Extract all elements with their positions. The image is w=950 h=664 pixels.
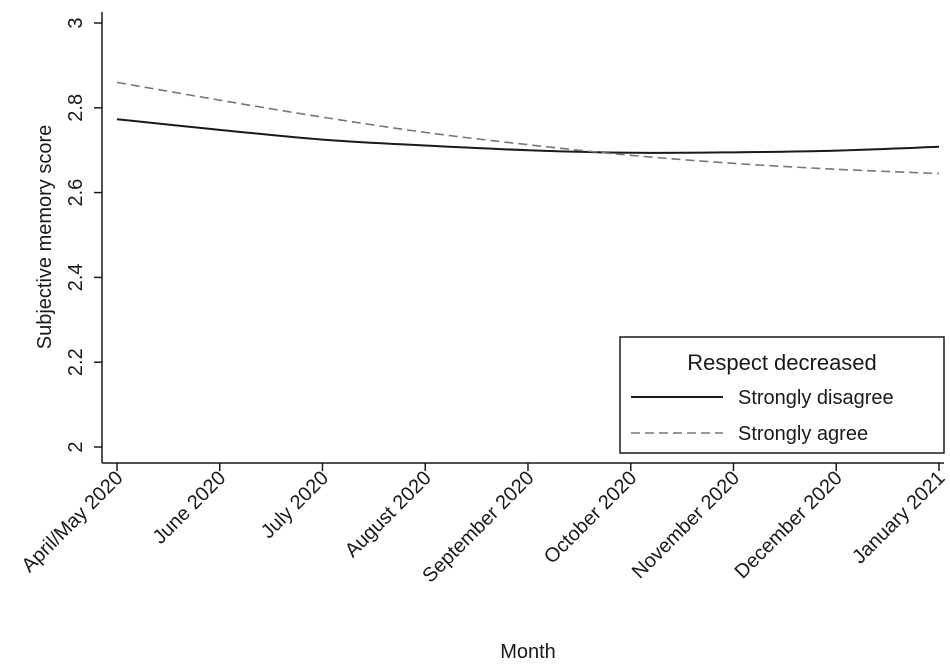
y-tick-label-2-6: 2.6 — [65, 179, 87, 207]
legend-label-strongly-agree: Strongly agree — [738, 423, 868, 445]
y-tick-label-2: 2 — [65, 441, 87, 452]
legend: Respect decreased Strongly disagree Stro… — [619, 336, 945, 454]
series-line-strongly-disagree — [116, 118, 940, 154]
y-axis-title: Subjective memory score — [34, 125, 56, 350]
series-layer — [116, 81, 940, 175]
x-axis-title: Month — [500, 641, 556, 663]
y-ticks: 2 2.2 2.4 2.6 2.8 3 — [65, 17, 102, 453]
legend-label-strongly-disagree: Strongly disagree — [738, 387, 894, 409]
axes — [101, 12, 944, 464]
y-tick-label-2-4: 2.4 — [65, 263, 87, 291]
legend-title: Respect decreased — [687, 350, 877, 375]
y-tick-label-3: 3 — [65, 17, 87, 28]
y-tick-label-2-2: 2.2 — [65, 348, 87, 376]
y-tick-label-2-8: 2.8 — [65, 94, 87, 122]
series-line-strongly-agree — [116, 81, 940, 175]
